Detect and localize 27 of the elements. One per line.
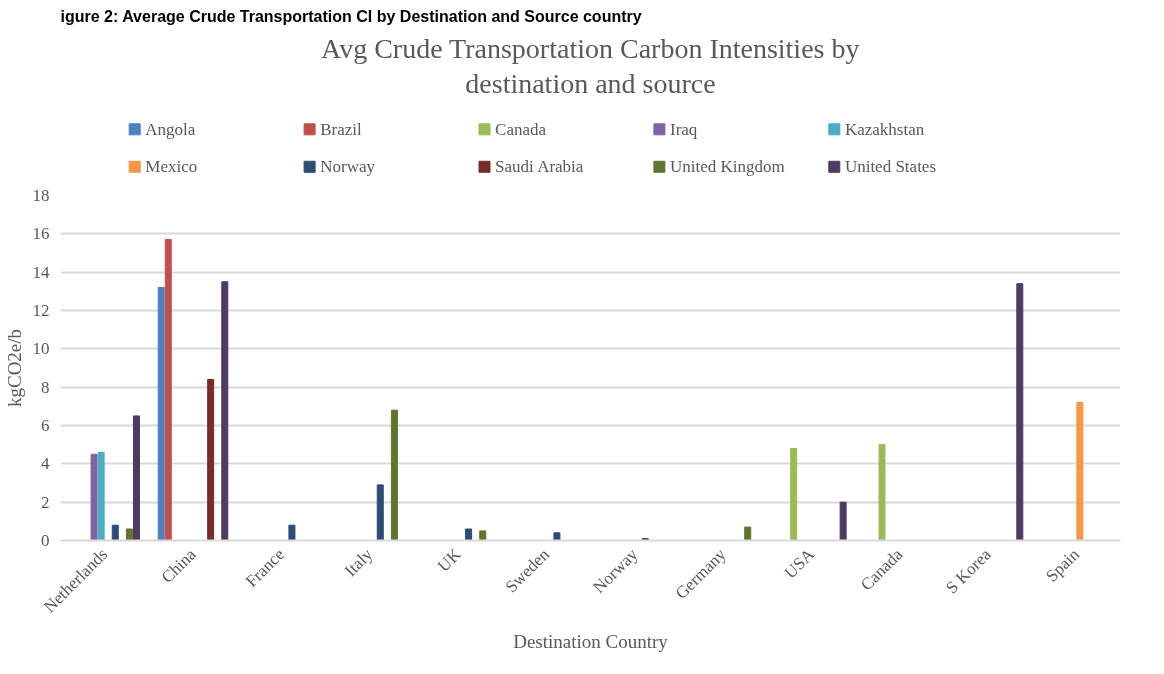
y-tick-label: 8 <box>41 377 50 397</box>
y-tick-label: 10 <box>32 339 50 359</box>
x-tick-label: USA <box>780 544 819 583</box>
y-tick-label: 12 <box>32 301 50 320</box>
legend-label: Iraq <box>670 119 698 139</box>
y-axis-title: kgCO2e/b <box>3 328 25 408</box>
x-axis-title: Destination Country <box>513 631 669 653</box>
y-tick-label: 0 <box>41 531 50 550</box>
legend-label: Canada <box>495 119 547 139</box>
x-tick-label: UK <box>433 544 466 576</box>
legend-label: Brazil <box>320 119 363 139</box>
y-tick-label: 2 <box>41 492 50 512</box>
legend-label: Saudi Arabia <box>495 157 584 177</box>
x-tick-label: Italy <box>340 544 377 581</box>
y-tick-label: 18 <box>32 186 50 205</box>
y-tick-label: 6 <box>41 416 50 435</box>
y-tick-label: 14 <box>32 262 50 282</box>
chart-title: Avg Crude Transportation Carbon Intensities by destination and source <box>321 32 860 100</box>
y-tick-label: 4 <box>41 454 50 474</box>
legend-label: Norway <box>320 157 376 177</box>
y-tick-label: 16 <box>32 224 50 244</box>
legend-label: United Kingdom <box>670 157 785 177</box>
legend-label: Angola <box>145 119 196 139</box>
legend-label: Kazakhstan <box>844 119 925 139</box>
legend-label: Mexico <box>145 157 198 177</box>
legend-label: United States <box>844 157 937 177</box>
text: igure 2: Average Crude Transportation CI by Destination and Source country <box>60 7 642 25</box>
